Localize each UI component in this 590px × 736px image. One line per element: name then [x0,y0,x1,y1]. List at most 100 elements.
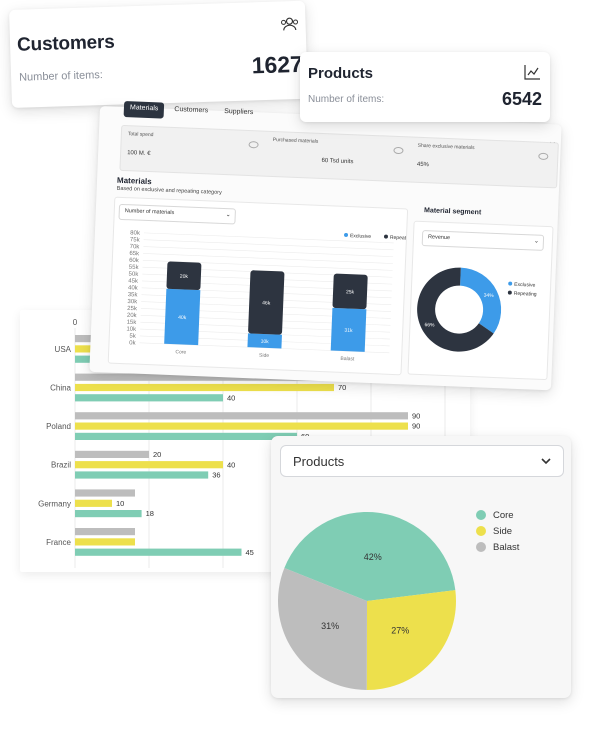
chevron-down-icon: ⌄ [533,238,540,245]
bar [75,489,135,497]
category-label: Poland [46,422,71,431]
bar-value-label: 20 [153,450,161,459]
customers-card[interactable]: Customers Number of items: 1627 [9,0,308,108]
chart-icon [524,65,540,80]
products-subtitle: Number of items: [308,94,385,105]
products-pie-card: Products 42% 27% 31% Core Side Balast [271,436,571,698]
customers-subtitle: Number of items: [18,69,104,84]
bar [75,422,408,430]
materials-dropdown[interactable]: Number of materials ⌄ [118,203,236,225]
segment-title: Material segment [423,207,482,217]
legend-item: Balast [476,539,519,555]
eye-icon[interactable] [538,152,549,161]
summary-label: Share exclusive materials [417,142,475,152]
eye-icon[interactable] [393,146,404,155]
products-card[interactable]: Products Number of items: 6542 [300,52,550,122]
category-label: France [46,538,71,547]
gridline [143,253,393,264]
bar [75,450,149,458]
products-title: Products [308,65,374,82]
products-select[interactable]: Products [280,445,564,477]
y-tick-label: 45k [128,278,139,284]
summary-label: Total spend [127,131,154,139]
customers-count: 1627 [251,50,304,79]
bar-value-label: 70 [338,383,346,392]
segment-dropdown[interactable]: Revenue ⌄ [421,230,545,251]
materials-stacked-bar-chart: 80k75k70k65k60k55k50k45k40k35k30k25k20k1… [126,230,406,363]
category-label: China [50,384,71,393]
category-label: USA [55,345,72,354]
gridline [143,246,394,257]
y-tick-label: 70k [130,244,141,250]
tab-customers[interactable]: Customers [174,105,209,115]
pie-slice-label: 27% [391,626,409,636]
legend-swatch [508,281,513,286]
donut-slice [417,267,494,352]
legend-swatch [507,290,512,295]
legend-item: Core [476,507,519,523]
x-tick-label: Balast [340,356,355,363]
legend-label: Balast [493,541,520,553]
legend-label: Exclusive [514,282,536,289]
pie-slice [366,590,456,690]
materials-dashboard-window: Materials Customers Suppliers ✕ Total sp… [89,100,562,391]
bar [75,461,223,469]
bar [75,471,209,479]
materials-chart-pane: Number of materials ⌄ 80k 75k 70k 65k 60k 55k… [107,196,409,376]
bar-value-label: 25k [346,289,355,295]
summary-purchased-materials: Purchased materials 60 Tsd units [265,132,410,182]
legend-item: Side [476,523,519,539]
bar-value-label: 45 [246,548,254,557]
y-tick-label: 15k [127,320,138,326]
bar-segment [330,307,367,352]
bar-value-label: 40k [178,315,187,321]
summary-value: 100 M. € [127,150,151,158]
legend-label: Repeating [514,291,537,298]
bar-segment [247,333,282,349]
materials-dropdown-label: Number of materials [124,208,175,217]
bar [75,548,242,556]
donut-slice-label: 34% [483,293,494,299]
pie-legend: Core Side Balast [476,507,519,555]
bar-segment [332,273,368,310]
gridline [143,239,394,251]
y-tick-label: 10k [126,326,137,332]
y-tick-label: 0k [129,340,137,346]
y-tick-label: 75k [130,237,141,243]
materials-title: Materials [116,175,152,187]
tab-materials[interactable]: Materials [123,100,165,119]
donut-slice [460,267,502,334]
pie-slice [278,567,367,690]
y-tick-label: 50k [128,272,139,278]
y-tick-label: 65k [129,251,140,257]
bar-value-label: 90 [412,411,420,420]
legend-label: Core [493,509,514,521]
bar-value-label: 10k [261,339,270,345]
bar-value-label: 18 [146,509,154,518]
gridline [142,260,393,271]
summary-label: Purchased materials [272,136,319,145]
dashboard-tabs: Materials Customers Suppliers [123,100,260,122]
bar [75,538,135,546]
legend-label: Side [493,525,513,537]
bar-value-label: 90 [412,422,420,431]
y-tick-label: 80k [130,230,141,236]
bar [75,499,112,507]
bar-value-label: 40 [227,393,235,402]
people-icon [281,17,299,31]
summary-total-spend: Total spend 100 M. € [120,126,265,176]
bar [75,510,142,518]
segment-chart-pane: Revenue ⌄ 34% 66% Exclusive Repeating [407,220,554,381]
segment-dropdown-label: Revenue [427,234,451,242]
y-tick-label: 35k [128,292,139,298]
eye-icon[interactable] [248,140,259,149]
bar-segment [164,288,201,346]
bar [75,528,135,536]
bar-segment [166,261,202,291]
summary-share-exclusive: Share exclusive materials 45% [410,138,555,188]
products-select-label: Products [293,454,345,469]
tab-suppliers[interactable]: Suppliers [223,107,254,117]
pie-slice [284,511,456,601]
category-label: Germany [38,499,71,508]
legend-swatch [344,232,349,237]
